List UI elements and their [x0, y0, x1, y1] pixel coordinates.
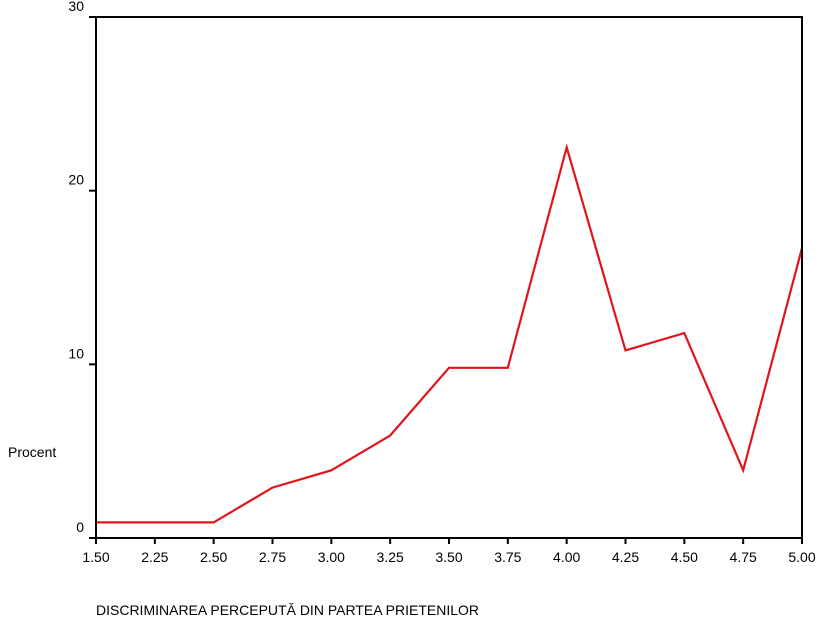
- plot-frame: [95, 16, 803, 539]
- x-axis-ticks: 1.50 2.25 2.50 2.75 3.00 3.25 3.50 3.75 4.00 4.25…: [82, 538, 816, 565]
- x-tick-label-12: 5.00: [788, 549, 815, 565]
- y-tick-label-2: 20: [68, 172, 84, 188]
- x-tick-label-3: 2.75: [259, 549, 286, 565]
- x-tick-label-0: 1.50: [82, 549, 109, 565]
- series-line-0: [96, 143, 804, 524]
- x-tick-label-6: 3.50: [435, 549, 462, 565]
- x-tick-label-2: 2.50: [200, 549, 227, 565]
- x-tick-label-9: 4.25: [612, 549, 639, 565]
- x-tick-label-7: 3.75: [494, 549, 521, 565]
- x-axis-label: DISCRIMINAREA PERCEPUTĂ DIN PARTEA PRIET…: [96, 602, 480, 618]
- y-axis-label: Procent: [8, 444, 56, 460]
- x-tick-label-11: 4.75: [730, 549, 757, 565]
- x-tick-label-10: 4.50: [671, 549, 698, 565]
- y-tick-label-3: 30: [68, 0, 84, 14]
- x-tick-label-1: 2.25: [141, 549, 168, 565]
- x-tick-label-5: 3.25: [377, 549, 404, 565]
- series-group: [95, 143, 804, 524]
- y-axis-ticks: 0 10 20 30: [68, 0, 96, 539]
- x-tick-label-8: 4.00: [553, 549, 580, 565]
- x-tick-label-4: 3.00: [318, 549, 345, 565]
- y-tick-label-1: 10: [68, 345, 84, 361]
- y-tick-label-0: 0: [76, 519, 84, 535]
